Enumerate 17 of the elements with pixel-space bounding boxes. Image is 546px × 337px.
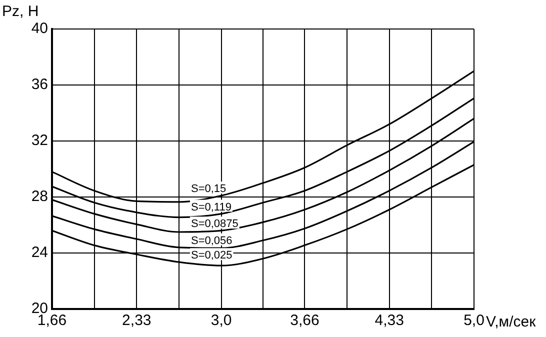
y-tick-label: 40	[31, 20, 48, 38]
series-label: S=0,119	[190, 201, 232, 214]
y-tick-label: 28	[31, 188, 48, 206]
x-tick-label: 3,0	[210, 312, 232, 330]
y-tick-label: 32	[31, 132, 48, 150]
series-label: S=0,0875	[190, 218, 238, 230]
series-label: S=0,025	[190, 250, 232, 262]
series-label: S=0,056	[190, 234, 232, 247]
x-tick-label: 5,0	[464, 312, 484, 330]
x-tick-label: 3,66	[290, 312, 320, 330]
series-label: S=0,15	[190, 183, 226, 196]
y-axis-title: Pz, Н	[2, 3, 39, 20]
y-tick-label: 36	[31, 76, 48, 94]
y-tick-label: 24	[31, 244, 48, 262]
x-axis-title: V,м/сек	[486, 314, 536, 331]
x-tick-label: 4,33	[374, 312, 404, 330]
x-tick-label: 2,33	[122, 312, 152, 330]
